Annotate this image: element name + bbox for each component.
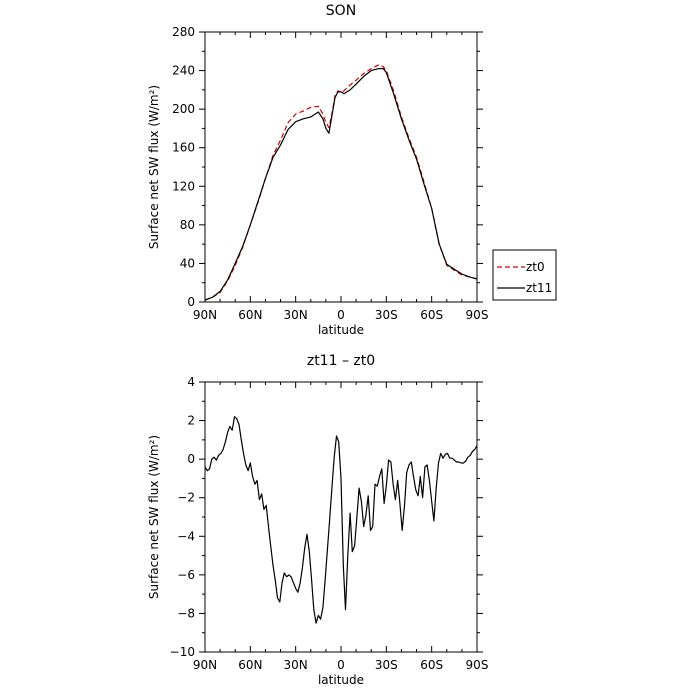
plot-frame: [204, 31, 478, 303]
legend-label-zt0: zt0: [526, 260, 545, 274]
y-tick-label: 0: [187, 295, 195, 309]
x-axis-label: latitude: [318, 673, 364, 687]
y-tick-label: −8: [177, 606, 195, 620]
x-tick-label: 30S: [375, 308, 398, 322]
y-tick-label: 2: [187, 414, 195, 428]
series-line-1: [204, 416, 478, 624]
y-tick-label: 0: [187, 452, 195, 466]
y-tick-label: 240: [172, 64, 195, 78]
x-tick-label: 30S: [375, 658, 398, 672]
x-tick-label: 60N: [238, 308, 262, 322]
y-axis-label: Surface net SW flux (W/m²): [147, 435, 161, 599]
y-tick-label: 160: [172, 141, 195, 155]
x-tick-label: 0: [337, 658, 345, 672]
y-tick-label: −4: [177, 529, 195, 543]
x-tick-label: 90S: [466, 658, 489, 672]
y-tick-label: 4: [187, 375, 195, 389]
y-tick-label: 80: [180, 218, 195, 232]
chart-panel-2: 90N 60N 30N 0 30S 60S 90S −10 −8 −6 −4 −2 0 2 4 zt11 – …: [147, 353, 488, 687]
series-line-zt0: [204, 64, 478, 301]
chart-title: zt11 – zt0: [307, 353, 375, 369]
x-axis-label: latitude: [318, 323, 364, 337]
x-tick-label: 90S: [466, 308, 489, 322]
x-tick-label: 60S: [420, 308, 443, 322]
series-line-zt11: [204, 67, 478, 301]
legend-box: [492, 249, 557, 301]
x-tick-label: 30N: [284, 308, 308, 322]
legend-label-zt11: zt11: [526, 281, 552, 295]
y-tick-label: −2: [177, 491, 195, 505]
y-tick-label: 200: [172, 102, 195, 116]
y-tick-label: −10: [170, 645, 195, 659]
y-axis-label: Surface net SW flux (W/m²): [147, 85, 161, 249]
chart-panel-1: 90N 60N 30N 0 30S 60S 90S 0 40 80 120 160 200 240 280 S…: [147, 3, 557, 337]
x-tick-label: 60N: [238, 658, 262, 672]
y-tick-label: 120: [172, 179, 195, 193]
y-tick-label: 280: [172, 25, 195, 39]
plot-frame: [204, 381, 478, 653]
x-tick-label: 60S: [420, 658, 443, 672]
legend: zt0 zt11: [492, 249, 557, 301]
x-tick-label: 30N: [284, 658, 308, 672]
y-tick-label: 40: [180, 256, 195, 270]
x-tick-label: 90N: [193, 308, 217, 322]
y-tick-label: −6: [177, 568, 195, 582]
x-tick-label: 90N: [193, 658, 217, 672]
chart-title: SON: [326, 3, 356, 19]
x-tick-label: 0: [337, 308, 345, 322]
